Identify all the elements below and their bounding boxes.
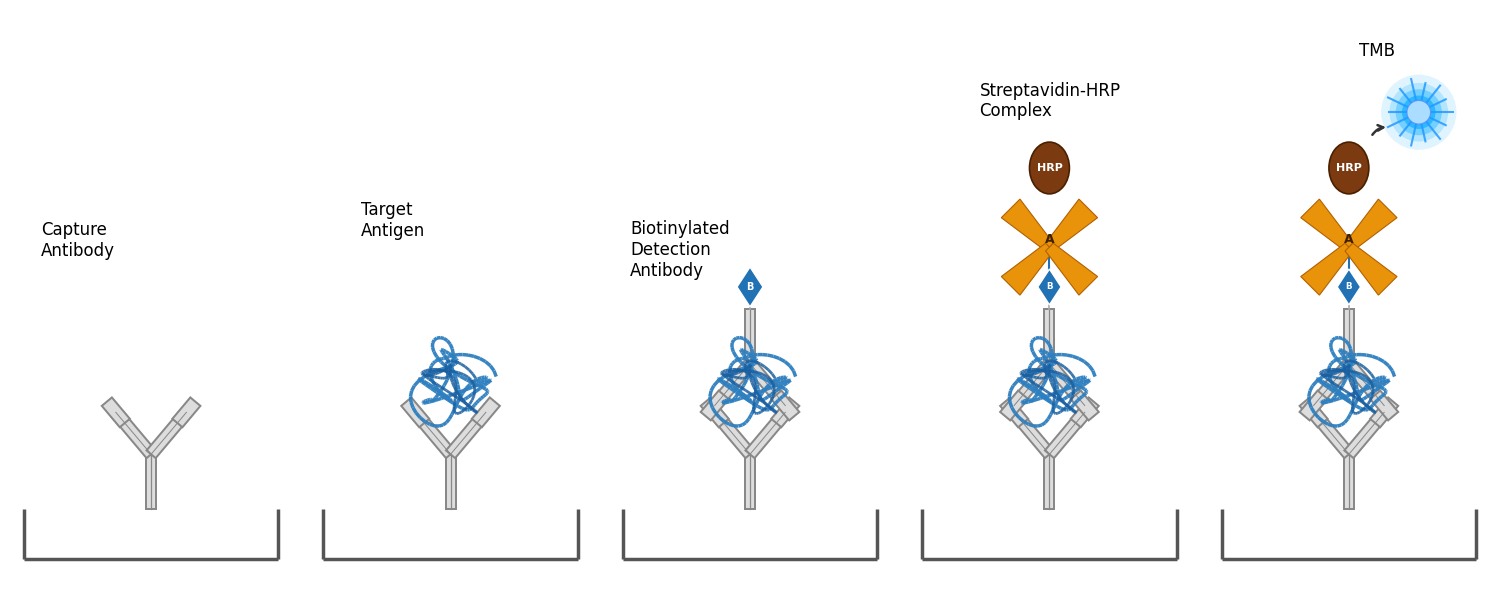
Ellipse shape [1407,100,1431,124]
Polygon shape [1046,409,1089,458]
Polygon shape [710,360,754,409]
Polygon shape [400,397,429,427]
Polygon shape [1002,243,1053,295]
FancyBboxPatch shape [1344,309,1354,364]
Polygon shape [102,397,130,427]
Text: A: A [1344,233,1353,245]
Polygon shape [1046,243,1098,295]
Polygon shape [736,267,764,307]
Polygon shape [771,391,800,421]
Polygon shape [1344,360,1389,409]
Polygon shape [1370,391,1398,421]
FancyBboxPatch shape [446,454,456,509]
Text: B: B [1346,283,1352,292]
Polygon shape [1046,199,1098,251]
Polygon shape [1310,360,1353,409]
Polygon shape [472,397,500,427]
FancyBboxPatch shape [146,454,156,509]
Ellipse shape [1029,142,1069,194]
Text: A: A [1044,233,1054,245]
Polygon shape [1299,391,1328,421]
Polygon shape [1346,243,1396,295]
Text: B: B [747,282,753,292]
Ellipse shape [1395,89,1441,135]
Polygon shape [411,409,454,458]
Polygon shape [746,409,790,458]
Polygon shape [1010,360,1054,409]
Ellipse shape [1402,95,1435,129]
Ellipse shape [1382,74,1456,150]
Polygon shape [710,409,754,458]
Polygon shape [1299,397,1328,427]
Text: Target
Antigen: Target Antigen [360,201,424,240]
Text: Biotinylated
Detection
Antibody: Biotinylated Detection Antibody [630,220,730,280]
Polygon shape [1344,409,1389,458]
FancyBboxPatch shape [746,309,754,364]
Polygon shape [1300,243,1353,295]
Polygon shape [1038,269,1060,305]
Polygon shape [147,409,190,458]
Text: B: B [1046,283,1053,292]
Polygon shape [1346,199,1396,251]
Polygon shape [1310,409,1353,458]
Text: Capture
Antibody: Capture Antibody [42,221,116,260]
Text: HRP: HRP [1036,163,1062,173]
Polygon shape [172,397,201,427]
Polygon shape [1002,199,1053,251]
Polygon shape [1300,199,1353,251]
Polygon shape [1370,397,1398,427]
Polygon shape [1046,360,1089,409]
Polygon shape [446,409,491,458]
FancyBboxPatch shape [746,454,754,509]
Polygon shape [1000,397,1028,427]
FancyBboxPatch shape [1344,454,1354,509]
Ellipse shape [1329,142,1370,194]
Polygon shape [1000,391,1028,421]
Polygon shape [700,391,729,421]
Polygon shape [111,409,156,458]
Text: TMB: TMB [1359,42,1395,60]
FancyBboxPatch shape [1044,309,1054,364]
Polygon shape [1010,409,1054,458]
Text: Streptavidin-HRP
Complex: Streptavidin-HRP Complex [980,82,1120,121]
FancyBboxPatch shape [1044,454,1054,509]
Polygon shape [1071,391,1100,421]
Polygon shape [746,360,790,409]
Polygon shape [771,397,800,427]
Polygon shape [1336,269,1360,305]
Polygon shape [700,397,729,427]
Ellipse shape [1389,83,1448,142]
Polygon shape [1071,397,1100,427]
Text: HRP: HRP [1336,163,1362,173]
